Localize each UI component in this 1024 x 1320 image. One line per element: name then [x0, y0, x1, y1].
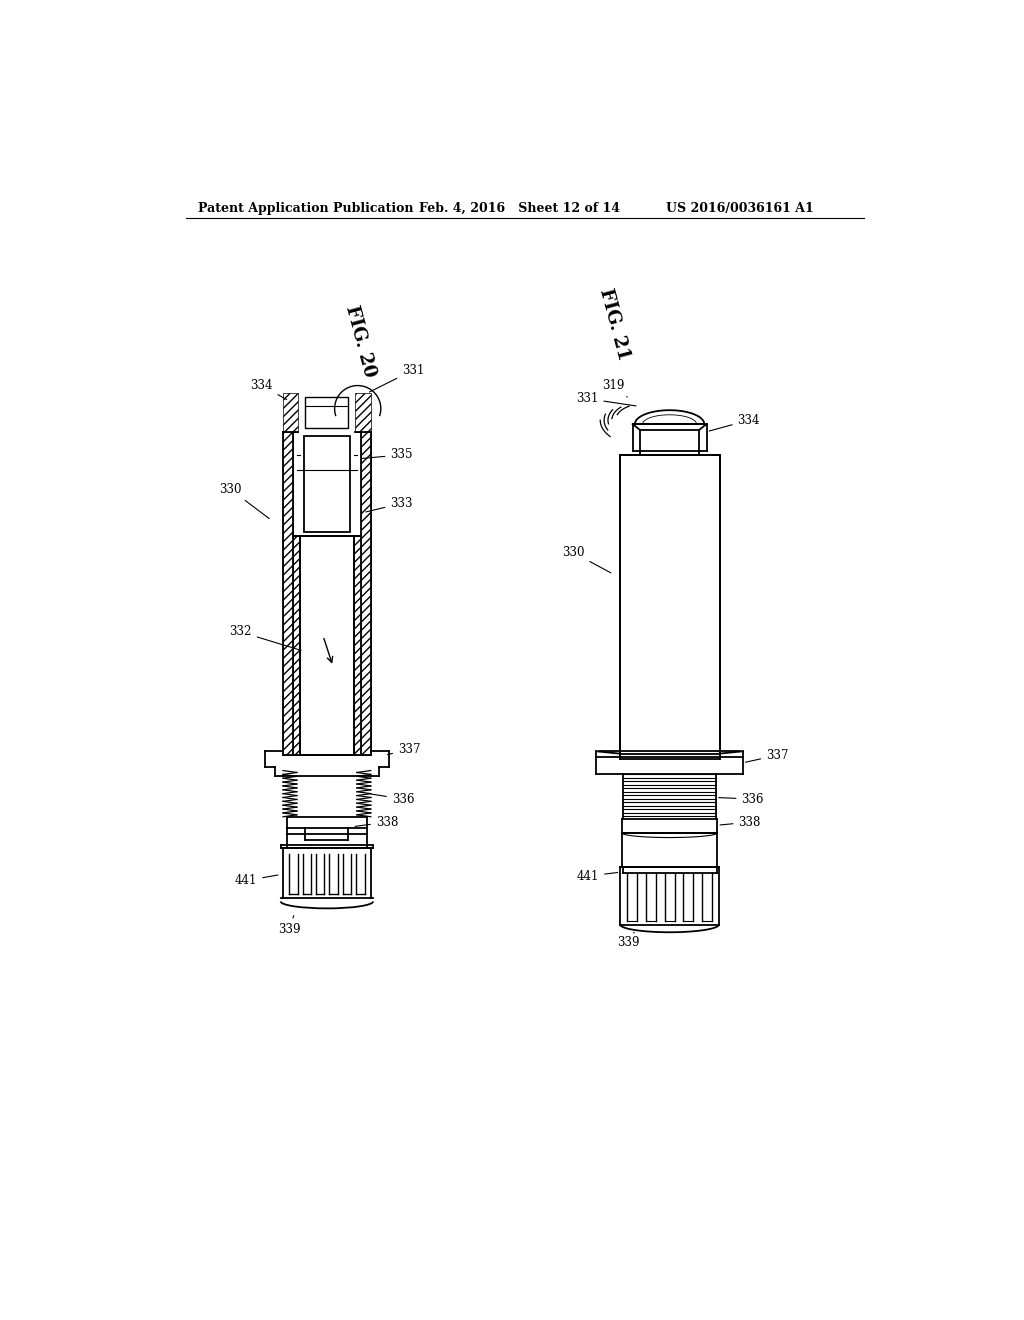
- Bar: [620, 455, 720, 759]
- Text: 339: 339: [616, 932, 639, 949]
- Text: 334: 334: [250, 379, 287, 400]
- Text: 338: 338: [720, 816, 761, 829]
- Text: 441: 441: [234, 874, 278, 887]
- Text: 441: 441: [577, 870, 617, 883]
- Bar: [304, 436, 350, 532]
- Text: FIG. 21: FIG. 21: [596, 286, 633, 362]
- Text: 333: 333: [366, 496, 413, 512]
- Text: 334: 334: [710, 413, 760, 432]
- Text: Feb. 4, 2016   Sheet 12 of 14: Feb. 4, 2016 Sheet 12 of 14: [419, 202, 621, 215]
- Bar: [355, 393, 371, 432]
- Text: 337: 337: [387, 743, 421, 756]
- Text: Patent Application Publication: Patent Application Publication: [199, 202, 414, 215]
- Bar: [360, 432, 371, 755]
- Text: 338: 338: [355, 816, 398, 829]
- Text: 331: 331: [575, 392, 636, 407]
- Text: 331: 331: [370, 363, 424, 392]
- Bar: [283, 393, 298, 432]
- Text: 330: 330: [562, 546, 611, 573]
- Text: 330: 330: [219, 483, 269, 519]
- Bar: [300, 536, 354, 755]
- Bar: [354, 536, 360, 755]
- Text: 336: 336: [719, 792, 764, 805]
- Text: 335: 335: [362, 449, 413, 462]
- Text: 339: 339: [278, 916, 300, 936]
- Bar: [305, 397, 348, 428]
- Bar: [293, 536, 300, 755]
- Text: FIG. 20: FIG. 20: [342, 304, 378, 380]
- Text: 337: 337: [745, 748, 788, 762]
- Text: 319: 319: [602, 379, 628, 397]
- Text: US 2016/0036161 A1: US 2016/0036161 A1: [666, 202, 813, 215]
- Text: 332: 332: [229, 626, 301, 651]
- Text: 336: 336: [372, 792, 415, 805]
- Bar: [283, 432, 293, 755]
